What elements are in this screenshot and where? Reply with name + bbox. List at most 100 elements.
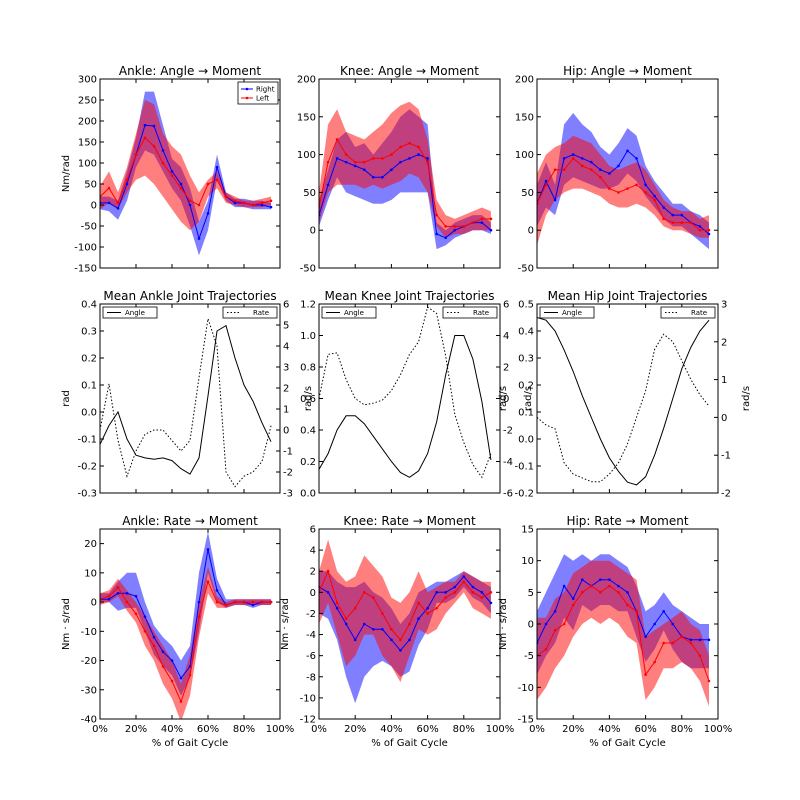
data-point-left [571,603,575,607]
y-tick-label: 20 [84,539,97,550]
series-line-left [100,580,271,703]
data-point-right [372,175,375,179]
data-point-right [125,592,129,595]
data-point-right [608,578,611,581]
y-tick-label: 0.0 [300,489,316,500]
data-point-left [269,199,273,203]
chart-title: Mean Knee Joint Trajectories [324,289,494,303]
data-point-right [269,205,273,209]
data-point-left [426,160,429,164]
data-point-left [471,591,475,594]
y-tick-label: -8 [306,672,316,683]
y2-axis-label: rad/s [523,386,534,411]
x-axis-label: % of Gait Cycle [589,738,666,749]
data-point-left [152,144,156,148]
y-tick-label: -10 [518,683,534,694]
data-point-left [152,644,156,648]
data-point-right [116,592,120,595]
data-point-right [372,627,375,631]
y-tick-label: -50 [81,222,97,233]
data-point-left [417,145,420,149]
y-tick-label: 1.0 [300,331,316,342]
data-point-left [251,203,255,207]
chart-title: Knee: Angle → Moment [340,64,479,78]
y-tick-label: -4 [306,630,316,641]
data-point-left [179,700,183,703]
plot-area [537,113,711,250]
data-point-right [580,578,584,581]
data-point-left [562,622,566,626]
data-point-left [399,638,402,642]
data-point-right [362,168,366,172]
y-tick-label: 0.3 [518,354,534,365]
legend-angle: Angle [321,306,377,319]
x-tick-label: 0% [92,724,108,735]
data-point-left [471,221,475,224]
data-point-left [662,641,665,645]
data-point-right [562,584,566,588]
series-line-right [319,575,492,652]
data-point-left [662,217,665,221]
data-point-right [671,213,675,217]
data-point-right [562,157,566,160]
plot-area [319,306,492,479]
data-point-right [353,164,357,168]
x-tick-label: 100% [266,724,295,735]
chart-panel-9: -15 -10 -5 0 5 10 15 0% 20% 40% 60% 80% 100% Hip: Rat… [498,514,732,749]
series-line-right [537,578,709,644]
data-point-left [390,153,393,156]
y-axis-label: rad [61,390,72,407]
data-point-left [580,164,584,168]
data-point-right [107,201,111,205]
chart-title: Ankle: Rate → Moment [122,514,258,528]
x-tick-label: 20% [125,724,147,735]
y-tick-label: 0.0 [81,408,97,419]
data-point-right [381,175,384,179]
data-point-left [116,586,120,589]
data-point-left [562,168,566,172]
legend-label-left: Left [256,95,269,103]
data-point-left [590,168,593,172]
data-point-right [580,157,584,160]
data-point-left [626,187,629,190]
data-point-left [372,157,375,160]
legend-label-rate: Rate [691,309,707,317]
y-tick-label: 0 [91,201,97,212]
y-tick-label: -10 [81,627,97,638]
data-point-left [480,217,484,221]
data-point-right [599,578,602,581]
data-point-left [408,141,411,145]
plot-area [319,101,493,250]
data-point-right [435,591,438,594]
data-point-left [462,225,466,228]
data-point-left [233,600,237,604]
data-point-left [444,225,448,228]
y-tick-label: 0.5 [518,300,534,311]
band-right [100,531,271,696]
y-tick-label: 0 [91,598,97,609]
series-line-rate [100,318,272,488]
y-tick-label: 0.2 [518,381,534,392]
data-point-right [544,179,548,183]
series-line-right [537,150,710,235]
data-point-left [362,591,366,594]
y2-tick-label: 6 [283,300,289,311]
data-point-left [680,221,684,224]
y2-tick-label: -2 [283,468,293,479]
data-point-right [197,600,201,604]
y-tick-label: 0.4 [300,426,316,437]
x-tick-label: 0% [529,724,545,735]
data-point-left [381,157,384,160]
legend-rate: Rate [222,306,278,319]
data-point-left [344,153,348,156]
y-axis-label: Nm · s/rad [498,598,509,650]
y2-tick-label: 6 [503,300,509,311]
data-point-left [335,601,339,605]
legend-angle: Angle [102,306,158,319]
data-point-right [399,160,402,164]
data-point-right [453,585,457,589]
y2-tick-label: 3 [721,300,727,311]
y-tick-label: 0.2 [81,354,97,365]
